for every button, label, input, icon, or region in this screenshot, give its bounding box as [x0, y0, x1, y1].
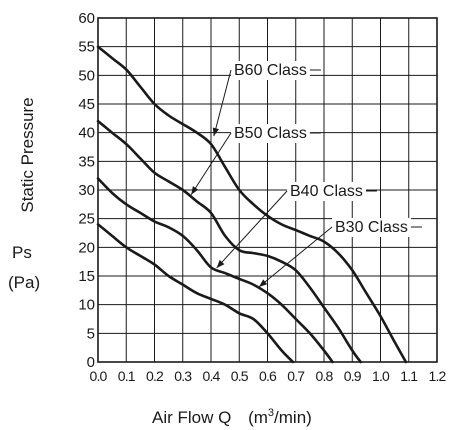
x-tick-label-0.2: 0.2	[146, 368, 164, 384]
y-tick-label-25: 25	[78, 211, 95, 228]
x-tick-label-0.5: 0.5	[231, 368, 249, 384]
series-label-b30-class: B30 Class	[335, 219, 408, 236]
x-tick-label-0.6: 0.6	[259, 368, 277, 384]
x-tick-label-0.4: 0.4	[202, 368, 220, 384]
y-tick-label-40: 40	[78, 125, 95, 142]
x-tick-label-0.9: 0.9	[344, 368, 362, 384]
label-group-b30-class: B30 Class	[258, 218, 422, 288]
y-tick-label-15: 15	[78, 268, 95, 285]
x-axis-label: Air Flow Q (m3/min)	[152, 407, 312, 427]
label-group-b50-class: B50 Class	[190, 124, 321, 195]
series-label-box-b30-class	[332, 218, 411, 237]
y-tick-label-50: 50	[78, 67, 95, 84]
y-tick-label-60: 60	[78, 10, 95, 27]
y-tick-label-20: 20	[78, 239, 95, 256]
x-axis-label-main: Air Flow Q	[152, 408, 231, 427]
x-axis-label-unit-sup: 3	[268, 407, 274, 419]
y-tick-label-35: 35	[78, 153, 95, 170]
curve-b30-class	[96, 223, 295, 364]
series-arrowhead-b50-class	[191, 186, 199, 195]
class-labels: B60 Class B50 Class B40 Class B30 Class	[190, 61, 422, 288]
series-label-box-b60-class	[231, 61, 310, 80]
x-tick-label-0.3: 0.3	[174, 368, 192, 384]
y-tick-labels: 0 5 10 15 20 25 30 35 40 45 50 55 60	[78, 10, 95, 371]
y-axis-label-main: Static Pressure	[18, 97, 37, 212]
y-axis-label-symbol: Ps	[12, 243, 32, 262]
series-label-box-b40-class	[287, 182, 366, 201]
curve-b50-class	[96, 119, 362, 364]
series-arrowhead-b30-class	[259, 279, 268, 287]
x-tick-label-0.7: 0.7	[287, 368, 305, 384]
series-leader-b60-class	[213, 69, 232, 137]
x-tick-label-0.0: 0.0	[89, 368, 107, 384]
x-tick-label-0.8: 0.8	[315, 368, 333, 384]
y-tick-label-30: 30	[78, 182, 95, 199]
series-leader-b30-class	[258, 226, 333, 288]
series-leader-b40-class	[216, 190, 288, 269]
series-arrowhead-b40-class	[216, 259, 225, 268]
x-tick-label-0.1: 0.1	[118, 368, 136, 384]
x-axis-label-unit-suffix: /min)	[274, 408, 312, 427]
y-tick-label-5: 5	[87, 325, 95, 342]
y-tick-label-55: 55	[78, 39, 95, 56]
x-tick-label-1.2: 1.2	[428, 368, 446, 384]
y-tick-label-45: 45	[78, 96, 95, 113]
label-group-b40-class: B40 Class	[216, 182, 377, 269]
series-label-box-b50-class	[231, 124, 310, 143]
curve-b40-class	[96, 177, 334, 364]
x-tick-labels: 0.0 0.1 0.2 0.3 0.4 0.5 0.6 0.7 0.8 0.9 1.0 1.1 1.2	[89, 368, 447, 384]
x-tick-label-1.1: 1.1	[400, 368, 418, 384]
curves	[96, 45, 408, 364]
label-group-b60-class: B60 Class	[212, 61, 321, 137]
series-leader-b50-class	[190, 132, 232, 195]
series-label-b40-class: B40 Class	[290, 183, 363, 200]
plot-frame	[97, 17, 438, 363]
x-axis-label-unit-prefix: (m	[248, 408, 268, 427]
x-tick-label-1.0: 1.0	[372, 368, 390, 384]
y-tick-label-0: 0	[87, 354, 95, 371]
series-label-b50-class: B50 Class	[234, 125, 307, 142]
y-tick-label-10: 10	[78, 297, 95, 314]
y-axis-label-unit: (Pa)	[8, 273, 40, 292]
series-label-b60-class: B60 Class	[234, 62, 307, 79]
curve-b60-class	[96, 45, 408, 364]
series-arrowhead-b60-class	[212, 127, 219, 137]
